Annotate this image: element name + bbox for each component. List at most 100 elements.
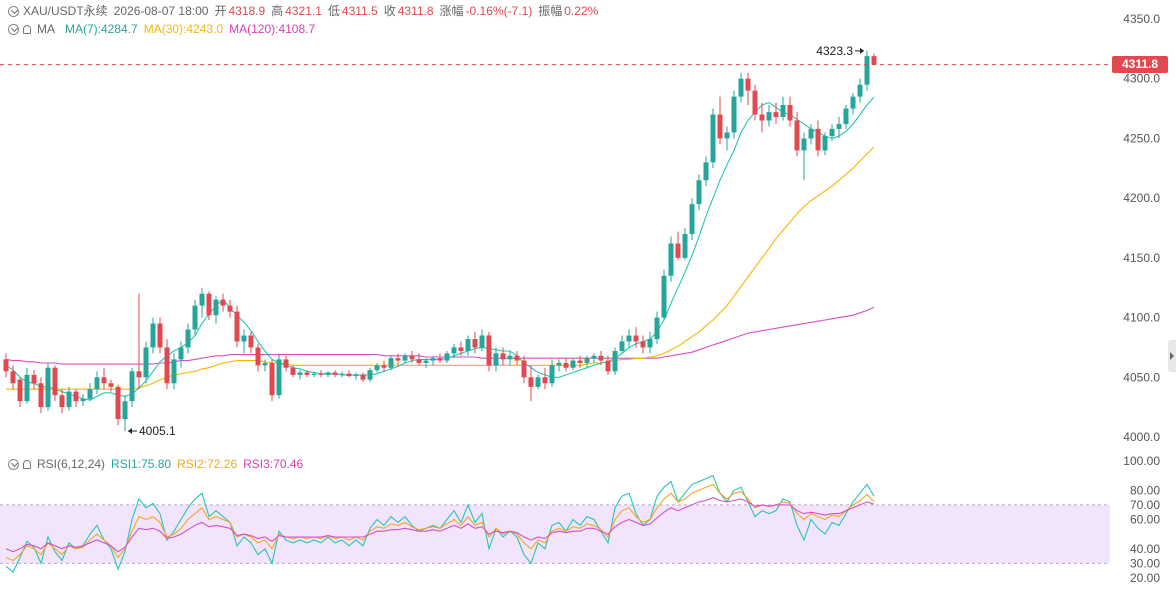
- candle: [318, 370, 324, 378]
- candle-body: [374, 365, 380, 371]
- candle: [45, 362, 51, 411]
- candle: [80, 394, 86, 406]
- candle-body: [752, 90, 758, 115]
- candle: [549, 359, 555, 387]
- datetime-label: 2026-08-07 18:00: [113, 4, 209, 18]
- candle: [241, 329, 247, 354]
- candle-body: [661, 275, 667, 318]
- candle-body: [73, 391, 79, 402]
- candle-body: [10, 371, 16, 384]
- candle-body: [794, 120, 800, 151]
- candle: [129, 367, 135, 408]
- candle-body: [528, 377, 534, 387]
- candle: [360, 372, 366, 383]
- candle-body: [556, 362, 562, 366]
- candle: [717, 96, 723, 145]
- candle-body: [143, 347, 149, 378]
- candle: [745, 72, 751, 105]
- candle-body: [591, 355, 597, 359]
- candle-body: [808, 128, 814, 139]
- candle-body: [864, 56, 870, 85]
- candle: [661, 269, 667, 320]
- candle: [626, 329, 632, 348]
- candle: [213, 296, 219, 324]
- candle-body: [206, 293, 212, 316]
- candle-body: [269, 362, 275, 396]
- candle-body: [675, 243, 681, 258]
- candle: [647, 331, 653, 354]
- candle-body: [731, 96, 737, 133]
- candle-body: [479, 335, 485, 348]
- candle: [556, 359, 562, 372]
- candle-body: [822, 136, 828, 151]
- candle-body: [521, 360, 527, 378]
- candle-body: [703, 162, 709, 181]
- candle: [234, 305, 240, 348]
- candles: [3, 50, 877, 432]
- candle: [31, 370, 37, 390]
- candle: [493, 347, 499, 372]
- candle: [367, 367, 373, 383]
- candle: [339, 371, 345, 378]
- candle: [115, 384, 121, 426]
- rsi-line-rsi3: [5, 497, 875, 553]
- candle: [570, 358, 576, 371]
- candle-body: [584, 358, 590, 363]
- candle: [815, 120, 821, 157]
- collapse-chevron-icon[interactable]: [8, 5, 19, 17]
- low-arrow-head: [128, 428, 132, 435]
- candle: [612, 347, 618, 375]
- candle-body: [178, 347, 184, 360]
- candle-body: [689, 204, 695, 234]
- candle-body: [829, 128, 835, 137]
- candle: [850, 93, 856, 115]
- candle: [3, 353, 9, 378]
- candle-body: [129, 371, 135, 402]
- alert-bell-icon[interactable]: [23, 459, 31, 469]
- candle: [178, 341, 184, 368]
- candle: [563, 358, 569, 372]
- alert-bell-icon[interactable]: [23, 24, 31, 34]
- collapse-chevron-icon[interactable]: [8, 23, 19, 35]
- candle-body: [346, 373, 352, 377]
- ma30-line: [6, 146, 875, 390]
- candle: [514, 351, 520, 366]
- ohlc-legend: XAU/USDT永续 2026-08-07 18:00 开 4318.9 高 4…: [8, 3, 604, 19]
- candle: [66, 386, 72, 411]
- candle: [822, 132, 828, 156]
- candle-body: [563, 362, 569, 368]
- candle-body: [514, 355, 520, 361]
- candle-body: [52, 367, 58, 396]
- candle-body: [850, 96, 856, 109]
- candle-body: [353, 374, 359, 377]
- candle: [185, 323, 191, 354]
- candle-body: [360, 374, 366, 380]
- price-tick-label: 4100.0: [1123, 311, 1160, 325]
- candle: [507, 351, 513, 366]
- expand-panel-handle[interactable]: [1168, 340, 1176, 372]
- candle-body: [682, 233, 688, 258]
- rsi-tick-label: 60.00: [1130, 513, 1160, 527]
- candle: [836, 116, 842, 139]
- candle-body: [570, 360, 576, 368]
- candle: [227, 299, 233, 318]
- candle-body: [717, 114, 723, 139]
- collapse-chevron-icon[interactable]: [8, 458, 19, 470]
- candle-body: [248, 335, 254, 348]
- candle-body: [626, 335, 632, 342]
- candle-body: [857, 84, 863, 97]
- candle: [808, 124, 814, 145]
- candle: [598, 351, 604, 366]
- amplitude-value: 0.22%: [564, 4, 599, 18]
- candle: [780, 96, 786, 121]
- candle: [192, 299, 198, 336]
- high-price-annotation: 4323.3: [816, 44, 853, 58]
- candle-body: [262, 362, 268, 366]
- candle-body: [773, 112, 779, 117]
- candle: [528, 365, 534, 402]
- candle-body: [185, 329, 191, 348]
- candle: [542, 367, 548, 390]
- candle-body: [199, 293, 205, 306]
- candle: [325, 371, 331, 378]
